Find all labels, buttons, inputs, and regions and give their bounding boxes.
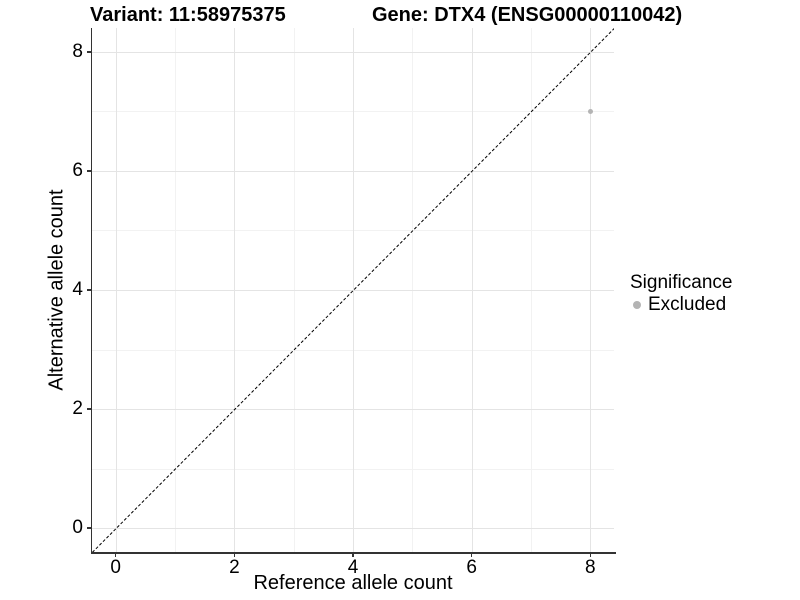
- legend-title: Significance: [630, 272, 733, 293]
- plot-panel: [92, 28, 614, 552]
- variant-title: Variant: 11:58975375: [90, 4, 286, 26]
- y-tick-mark: [87, 289, 92, 291]
- y-tick-label: 4: [72, 279, 83, 300]
- legend: Significance Excluded: [630, 272, 732, 315]
- x-tick-label: 0: [110, 557, 121, 578]
- y-major-gridline: [92, 170, 614, 172]
- x-tick-label: 4: [347, 557, 359, 578]
- y-tick-mark: [87, 170, 92, 172]
- y-tick-label: 6: [72, 159, 83, 181]
- y-major-gridline: [92, 51, 614, 53]
- y-tick-label: 8: [72, 40, 83, 62]
- x-tick-mark: [114, 552, 117, 557]
- y-major-gridline: [92, 528, 614, 530]
- x-tick-mark: [470, 552, 473, 557]
- x-tick-label: 8: [584, 557, 596, 578]
- y-major-gridline: [92, 409, 614, 411]
- x-tick-mark: [233, 552, 236, 557]
- y-tick-mark: [87, 408, 92, 410]
- x-tick-mark: [352, 552, 354, 557]
- x-tick-label: 2: [229, 557, 240, 578]
- y-tick-mark: [87, 527, 92, 529]
- y-major-gridline: [92, 290, 614, 291]
- data-point-excluded: [587, 108, 593, 114]
- x-tick-mark: [589, 552, 592, 557]
- x-axis-title: Reference allele count: [253, 572, 453, 594]
- legend-point-icon: [633, 300, 641, 309]
- y-tick-label: 0: [72, 517, 83, 539]
- y-tick-label: 2: [72, 398, 83, 420]
- legend-item-excluded: Excluded: [630, 294, 732, 315]
- legend-item-label: Excluded: [648, 294, 727, 315]
- y-tick-mark: [87, 51, 92, 53]
- y-axis-line: [90, 28, 92, 554]
- x-tick-label: 6: [466, 557, 477, 578]
- gene-title: Gene: DTX4 (ENSG00000110042): [372, 4, 683, 26]
